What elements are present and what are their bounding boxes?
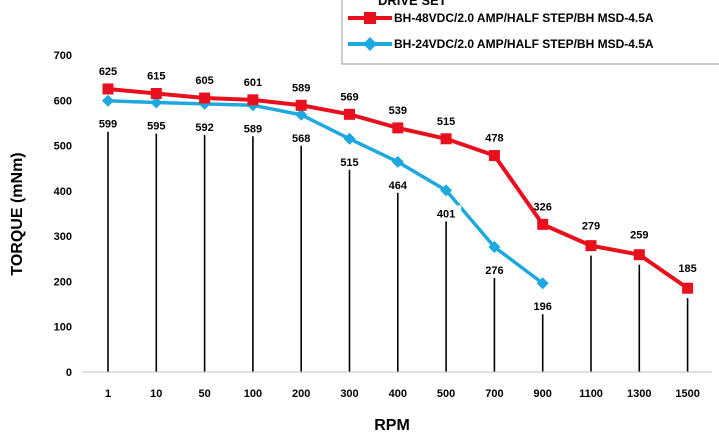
data-point-diamond	[102, 94, 114, 107]
data-point-square	[633, 249, 645, 261]
x-tick-label: 300	[340, 388, 358, 400]
data-label-bg	[141, 117, 172, 134]
data-label: 605	[195, 75, 213, 87]
y-tick-label: 0	[66, 367, 72, 379]
data-point-square	[440, 133, 452, 145]
data-label-bg	[93, 115, 123, 132]
data-point-diamond	[150, 96, 163, 109]
data-label: 599	[99, 119, 117, 131]
legend-box	[341, 0, 719, 65]
data-label: 196	[534, 301, 552, 313]
data-point-diamond	[343, 132, 356, 145]
data-point-diamond	[391, 155, 404, 168]
data-label-bg	[334, 153, 365, 170]
legend-title: DRIVE SET	[378, 0, 447, 8]
data-point-diamond	[295, 108, 308, 121]
x-tick-label: 100	[244, 388, 262, 400]
data-label: 601	[244, 77, 262, 89]
data-label-bg	[479, 262, 510, 279]
x-tick-label: 500	[437, 388, 455, 400]
data-label: 478	[485, 133, 503, 145]
data-label: 592	[195, 122, 213, 134]
data-point-square	[488, 150, 500, 162]
data-point-square	[247, 94, 259, 106]
x-tick-label: 200	[292, 388, 310, 400]
data-label: 401	[437, 208, 455, 220]
data-label: 539	[389, 105, 407, 117]
x-tick-label: 50	[198, 388, 210, 400]
data-label: 276	[485, 265, 503, 277]
y-tick-label: 500	[54, 141, 72, 153]
data-label: 279	[582, 221, 600, 233]
data-point-square	[295, 99, 307, 111]
x-tick-label: 900	[534, 388, 552, 400]
data-label: 464	[389, 180, 408, 192]
x-tick-label: 1300	[627, 388, 651, 400]
data-label-bg	[189, 118, 220, 135]
x-tick-label: 10	[150, 388, 162, 400]
data-label-bg	[431, 205, 462, 222]
drop-lines-layer	[107, 124, 689, 372]
series-line	[107, 98, 544, 285]
data-label: 185	[678, 263, 696, 275]
y-tick-labels: 0 100 200 300 400 500 600 700	[54, 50, 72, 379]
y-tick-label: 100	[54, 322, 72, 334]
data-point-square	[199, 92, 211, 104]
x-tick-label: 1	[105, 388, 111, 400]
data-label: 595	[147, 121, 165, 133]
x-tick-labels: 1 10 50 100 200 300 400 500 700 900 1100 1300 1500	[105, 388, 700, 400]
data-label: 259	[630, 230, 648, 242]
data-label: 515	[437, 116, 455, 128]
data-label: 589	[244, 123, 262, 135]
legend-marker-square	[364, 12, 376, 24]
data-label: 326	[534, 201, 552, 213]
y-tick-label: 300	[54, 231, 72, 243]
data-label: 568	[292, 133, 310, 145]
data-label: 625	[99, 66, 117, 78]
legend-label: BH-48VDC/2.0 AMP/HALF STEP/BH MSD-4.5A	[394, 11, 654, 25]
series-layer	[102, 83, 694, 294]
data-label-bg	[286, 129, 317, 146]
x-axis-title: RPM	[374, 417, 410, 433]
data-label-bg	[237, 120, 268, 137]
data-point-square	[682, 282, 694, 294]
y-axis-title: TORQUE (mNm)	[9, 152, 26, 275]
data-point-diamond	[440, 184, 453, 197]
data-point-square	[344, 108, 355, 120]
legend: DRIVE SET BH-48VDC/2.0 AMP/HALF STEP/BH …	[341, 0, 719, 65]
x-tick-label: 1500	[675, 388, 699, 400]
data-label-bg	[527, 298, 558, 315]
data-point-square	[102, 83, 114, 95]
data-label-bg	[382, 176, 413, 193]
legend-items: BH-48VDC/2.0 AMP/HALF STEP/BH MSD-4.5A BH…	[348, 11, 654, 51]
data-label: 569	[340, 91, 358, 103]
data-point-square	[150, 87, 162, 99]
legend-label: BH-24VDC/2.0 AMP/HALF STEP/BH MSD-4.5A	[394, 37, 654, 51]
data-point-square	[585, 240, 597, 252]
x-tick-label: 700	[485, 388, 503, 400]
y-tick-label: 600	[54, 95, 72, 107]
x-tick-label: 1100	[579, 388, 603, 400]
y-tick-label: 200	[54, 276, 72, 288]
data-point-square	[537, 218, 549, 230]
data-point-square	[392, 122, 404, 134]
data-labels: 625 615 605 601 589 569 539 515 478 326 279 259 185 5…	[93, 66, 697, 315]
data-label: 589	[292, 82, 310, 94]
data-label: 615	[147, 70, 165, 82]
y-tick-label: 400	[54, 186, 72, 198]
data-label: 515	[340, 157, 358, 169]
y-tick-label: 700	[54, 50, 72, 62]
data-point-diamond	[536, 277, 549, 290]
legend-marker-diamond	[363, 37, 377, 51]
data-point-diamond	[488, 241, 501, 254]
x-tick-label: 400	[389, 388, 407, 400]
